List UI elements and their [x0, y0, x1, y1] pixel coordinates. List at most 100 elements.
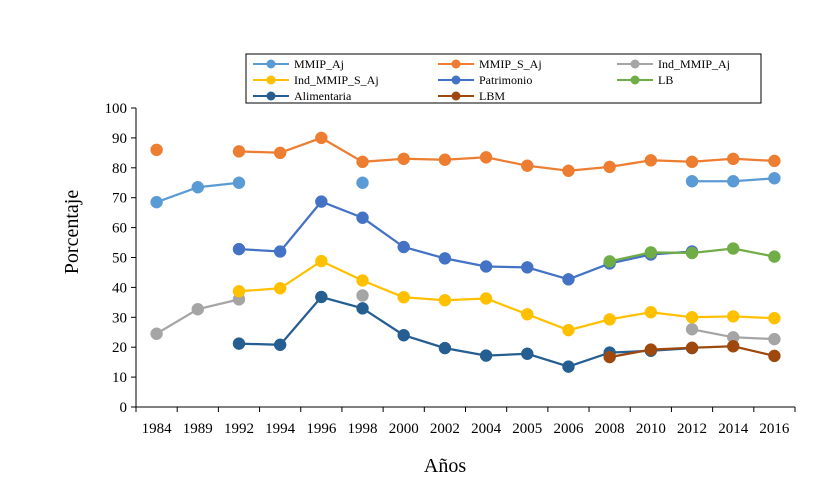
data-point-ind-mmip-s-aj: [768, 311, 781, 325]
legend-swatch-marker: [630, 75, 640, 85]
legend-item-alimentaria: Alimentaria: [253, 89, 352, 103]
data-point-mmip-s-aj: [438, 153, 452, 166]
data-point-lbm: [685, 341, 699, 355]
x-tick-label: 2008: [595, 421, 625, 437]
data-point-ind-mmip-s-aj: [356, 274, 369, 287]
y-tick-label: 20: [112, 340, 127, 356]
data-point-ind-mmip-s-aj: [232, 285, 246, 298]
legend-item-lbm: LBM: [438, 89, 505, 103]
series-mmip-aj: [150, 172, 781, 209]
data-point-ind-mmip-aj: [150, 327, 163, 340]
data-point-ind-mmip-aj: [768, 332, 781, 346]
x-tick-label: 2014: [718, 421, 749, 437]
data-point-patrimonio: [479, 260, 493, 273]
data-point-alimentaria: [562, 360, 575, 373]
data-point-mmip-aj: [191, 180, 205, 194]
data-point-alimentaria: [479, 349, 493, 362]
data-point-patrimonio: [315, 195, 328, 208]
data-point-ind-mmip-s-aj: [644, 305, 658, 319]
series-ind-mmip-aj: [150, 289, 781, 346]
data-point-mmip-s-aj: [315, 131, 328, 145]
data-point-ind-mmip-aj: [685, 323, 699, 336]
data-point-lbm: [603, 350, 616, 364]
legend-swatch-marker: [630, 59, 640, 69]
legend-label: LBM: [479, 89, 505, 103]
series-lb: [603, 242, 781, 268]
series-alimentaria: [232, 290, 699, 373]
data-point-ind-mmip-s-aj: [603, 313, 616, 326]
data-point-lb: [726, 242, 740, 255]
data-point-ind-mmip-s-aj: [479, 292, 493, 305]
x-tick-label: 2012: [677, 421, 707, 437]
data-point-ind-mmip-aj: [191, 302, 205, 316]
plot-area: [150, 131, 781, 373]
data-point-patrimonio: [562, 273, 575, 286]
data-point-mmip-aj: [685, 175, 699, 188]
data-point-ind-mmip-s-aj: [685, 311, 699, 324]
x-tick-label: 1998: [348, 421, 378, 437]
legend-item-ind-mmip-aj: Ind_MMIP_Aj: [617, 57, 730, 71]
y-tick-label: 40: [112, 280, 127, 296]
y-tick-label: 10: [112, 370, 127, 386]
data-point-mmip-aj: [726, 175, 740, 188]
legend-swatch-marker: [451, 75, 461, 85]
series-ind-mmip-s-aj: [232, 254, 781, 337]
data-point-ind-mmip-aj: [356, 289, 369, 302]
series-line-patrimonio: [238, 200, 693, 281]
legend-swatch-marker: [266, 59, 276, 69]
y-tick-label: 80: [112, 161, 127, 177]
data-point-ind-mmip-s-aj: [438, 294, 452, 307]
data-point-mmip-s-aj: [562, 164, 575, 178]
legend-label: MMIP_S_Aj: [479, 57, 542, 71]
series-line-alimentaria: [238, 295, 693, 368]
data-point-mmip-aj: [768, 172, 781, 185]
data-point-ind-mmip-s-aj: [315, 254, 328, 268]
data-point-patrimonio: [232, 242, 246, 256]
x-tick-label: 2000: [389, 421, 419, 437]
legend-item-lb: LB: [617, 73, 673, 87]
data-point-alimentaria: [521, 347, 534, 361]
data-point-alimentaria: [232, 337, 246, 350]
x-tick-label: 1984: [142, 421, 173, 437]
legend: MMIP_Aj MMIP_S_Aj Ind_MMIP_Aj Ind_MMIP_S_Aj…: [245, 53, 762, 104]
data-point-mmip-aj: [150, 195, 163, 209]
data-point-mmip-s-aj: [232, 145, 246, 158]
x-tick-label: 2004: [471, 421, 502, 437]
y-tick-label: 90: [112, 131, 127, 147]
x-tick-label: 2006: [553, 421, 584, 437]
legend-label: Alimentaria: [294, 89, 352, 103]
data-point-alimentaria: [356, 302, 369, 315]
legend-item-mmip-aj: MMIP_Aj: [253, 57, 344, 71]
y-tick-label: 70: [112, 191, 127, 207]
data-point-ind-mmip-s-aj: [726, 310, 740, 323]
series-lbm: [603, 340, 781, 364]
data-point-patrimonio: [397, 240, 410, 254]
legend-label: Patrimonio: [479, 73, 532, 87]
data-point-mmip-s-aj: [768, 154, 781, 168]
data-point-patrimonio: [438, 252, 452, 265]
data-point-lb: [685, 246, 699, 260]
data-point-lbm: [644, 343, 658, 356]
data-point-mmip-s-aj: [726, 152, 740, 166]
data-point-alimentaria: [273, 338, 287, 352]
x-tick-label: 2016: [759, 421, 790, 437]
data-point-lb: [603, 255, 616, 268]
x-tick-label: 1996: [306, 421, 337, 437]
legend-item-patrimonio: Patrimonio: [438, 73, 532, 87]
data-point-patrimonio: [356, 211, 369, 224]
series-line-ind-mmip-s-aj: [238, 259, 775, 332]
legend-label: LB: [658, 73, 673, 87]
x-tick-label: 1994: [265, 421, 296, 437]
legend-label: Ind_MMIP_Aj: [658, 57, 730, 71]
y-tick-label: 100: [105, 101, 128, 117]
legend-swatch-marker: [266, 75, 276, 85]
legend-label: Ind_MMIP_S_Aj: [294, 73, 379, 87]
y-tick-label: 0: [120, 400, 128, 416]
x-tick-label: 2010: [636, 421, 666, 437]
data-point-patrimonio: [521, 261, 534, 274]
data-point-lb: [644, 246, 658, 259]
data-point-ind-mmip-s-aj: [273, 282, 287, 295]
data-point-mmip-s-aj: [356, 155, 369, 169]
data-point-mmip-s-aj: [644, 154, 658, 167]
x-tick-label: 2005: [512, 421, 542, 437]
